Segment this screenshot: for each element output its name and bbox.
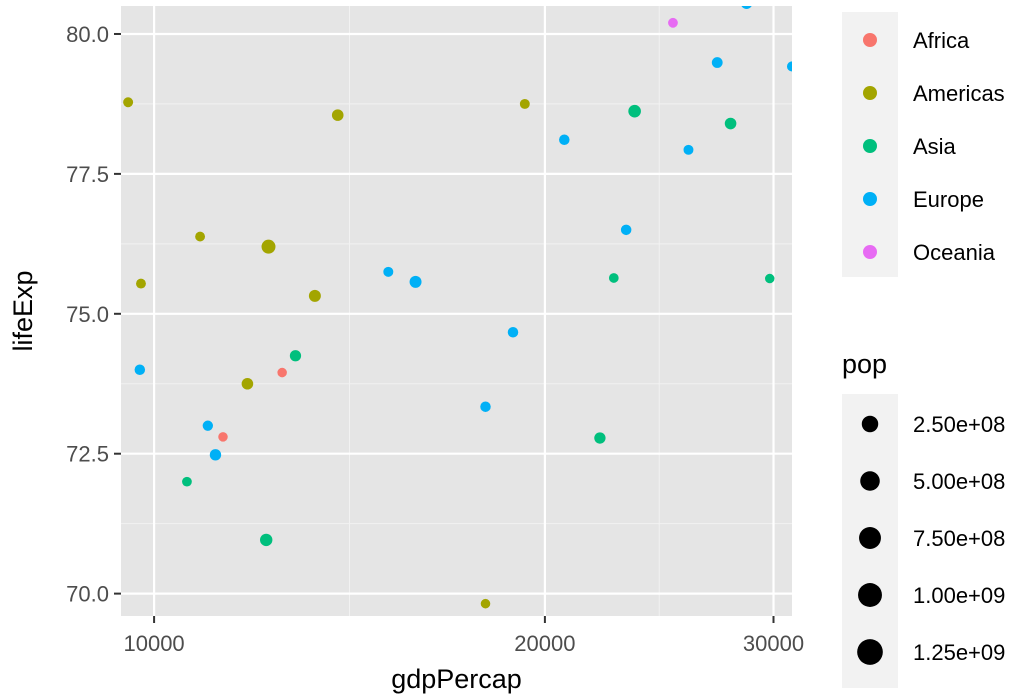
point-europe xyxy=(786,61,792,72)
legend-key-asia xyxy=(863,139,877,153)
plot-panel xyxy=(121,6,792,616)
y-tick-label: 75.0 xyxy=(66,302,109,327)
y-tick-label: 80.0 xyxy=(66,22,109,47)
point-americas xyxy=(331,109,344,121)
point-europe xyxy=(741,6,752,9)
x-axis: 10000 20000 30000 xyxy=(123,616,804,656)
size-label: 1.25e+09 xyxy=(913,640,1005,665)
data-points xyxy=(123,6,792,609)
point-europe xyxy=(683,144,694,155)
size-label: 7.50e+08 xyxy=(913,526,1005,551)
x-tick-label: 10000 xyxy=(123,631,184,656)
legend-label-oceania: Oceania xyxy=(913,240,996,265)
legend-label-africa: Africa xyxy=(913,28,970,53)
point-europe xyxy=(409,275,422,288)
minor-gridlines xyxy=(121,6,792,616)
point-americas xyxy=(480,598,491,609)
size-key xyxy=(858,583,882,607)
size-key xyxy=(859,527,881,549)
point-europe xyxy=(383,266,394,277)
pop-legend: pop 2.50e+08 5.00e+08 7.50e+08 1.00e+09 1.25… xyxy=(842,349,1005,688)
y-axis-title: lifeExp xyxy=(8,270,38,351)
point-americas xyxy=(261,239,276,254)
size-label: 5.00e+08 xyxy=(913,469,1005,494)
point-americas xyxy=(123,97,134,108)
point-africa xyxy=(277,367,287,378)
y-tick-label: 72.5 xyxy=(66,442,109,467)
x-tick-label: 20000 xyxy=(514,631,575,656)
point-europe xyxy=(559,134,570,145)
point-europe xyxy=(202,420,213,431)
point-europe xyxy=(620,224,632,236)
legend-key-europe xyxy=(863,192,877,206)
size-label: 1.00e+09 xyxy=(913,583,1005,608)
point-americas xyxy=(308,289,321,302)
point-asia xyxy=(289,350,302,362)
point-europe xyxy=(209,449,222,461)
legend-label-asia: Asia xyxy=(913,134,957,159)
point-europe xyxy=(134,364,146,376)
point-europe xyxy=(480,401,491,412)
point-asia xyxy=(182,476,192,487)
legend-label-americas: Americas xyxy=(913,81,1005,106)
major-gridlines xyxy=(121,6,792,616)
point-asia xyxy=(724,117,737,130)
point-americas xyxy=(241,377,254,390)
point-asia xyxy=(765,273,775,284)
point-africa xyxy=(218,432,228,442)
point-oceania xyxy=(668,17,678,28)
point-asia xyxy=(628,104,641,118)
point-asia xyxy=(608,273,619,283)
point-americas xyxy=(195,231,206,242)
x-tick-label: 30000 xyxy=(743,631,804,656)
size-key xyxy=(857,639,883,665)
size-label: 2.50e+08 xyxy=(913,412,1005,437)
point-asia xyxy=(260,533,273,547)
legend-label-europe: Europe xyxy=(913,187,984,212)
pop-legend-title: pop xyxy=(842,349,887,379)
legend-key-africa xyxy=(863,33,877,47)
legend-key-oceania xyxy=(863,245,877,259)
point-asia xyxy=(594,432,606,444)
legend-key-americas xyxy=(863,86,877,100)
y-tick-label: 70.0 xyxy=(66,582,109,607)
continent-legend: Africa Americas Asia Europe Oceania xyxy=(842,12,1005,277)
point-americas xyxy=(519,98,530,109)
y-axis: 70.0 72.5 75.0 77.5 80.0 xyxy=(66,22,121,607)
size-key xyxy=(861,415,879,433)
point-europe xyxy=(507,327,519,338)
y-tick-label: 77.5 xyxy=(66,162,109,187)
size-key xyxy=(860,471,880,491)
x-axis-title: gdpPercap xyxy=(391,664,522,694)
point-europe xyxy=(711,57,723,68)
point-americas xyxy=(136,278,146,289)
